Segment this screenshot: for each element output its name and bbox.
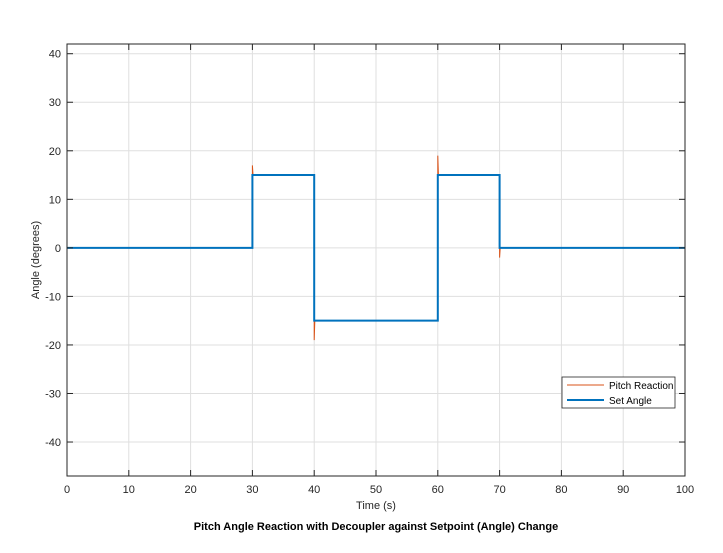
y-tick-label: -20 (45, 340, 61, 352)
ticks (66, 44, 686, 476)
x-tick-label: 40 (308, 484, 320, 496)
series-group (67, 155, 685, 341)
x-tick-labels: 0 10 20 30 40 50 60 70 80 90 100 (64, 484, 694, 496)
x-tick-label: 70 (493, 484, 505, 496)
x-tick-label: 60 (432, 484, 444, 496)
x-tick-label: 100 (676, 484, 694, 496)
y-axis-label: Angle (degrees) (30, 221, 42, 299)
series-line-set-angle (67, 174, 685, 322)
x-tick-label: 20 (184, 484, 196, 496)
y-tick-label: 40 (49, 49, 61, 61)
y-tick-label: -30 (45, 388, 61, 400)
y-tick-label: 0 (55, 243, 61, 255)
legend-box (561, 376, 676, 409)
y-tick-label: 10 (49, 194, 61, 206)
y-tick-label: 20 (49, 146, 61, 158)
legend-label-pitch-reaction: Pitch Reaction (609, 381, 673, 392)
x-tick-label: 80 (555, 484, 567, 496)
legend: Pitch Reaction Set Angle (561, 376, 676, 409)
chart-title: Pitch Angle Reaction with Decoupler agai… (194, 521, 558, 533)
y-tick-labels: -40 -30 -20 -10 0 10 20 30 40 (45, 49, 61, 449)
y-tick-label: -40 (45, 437, 61, 449)
x-tick-label: 0 (64, 484, 70, 496)
x-tick-label: 50 (370, 484, 382, 496)
y-tick-label: 30 (49, 97, 61, 109)
x-tick-label: 90 (617, 484, 629, 496)
x-tick-label: 10 (123, 484, 135, 496)
x-axis-label: Time (s) (356, 500, 396, 512)
y-tick-label: -10 (45, 291, 61, 303)
legend-label-set-angle: Set Angle (609, 396, 652, 407)
x-tick-label: 30 (246, 484, 258, 496)
